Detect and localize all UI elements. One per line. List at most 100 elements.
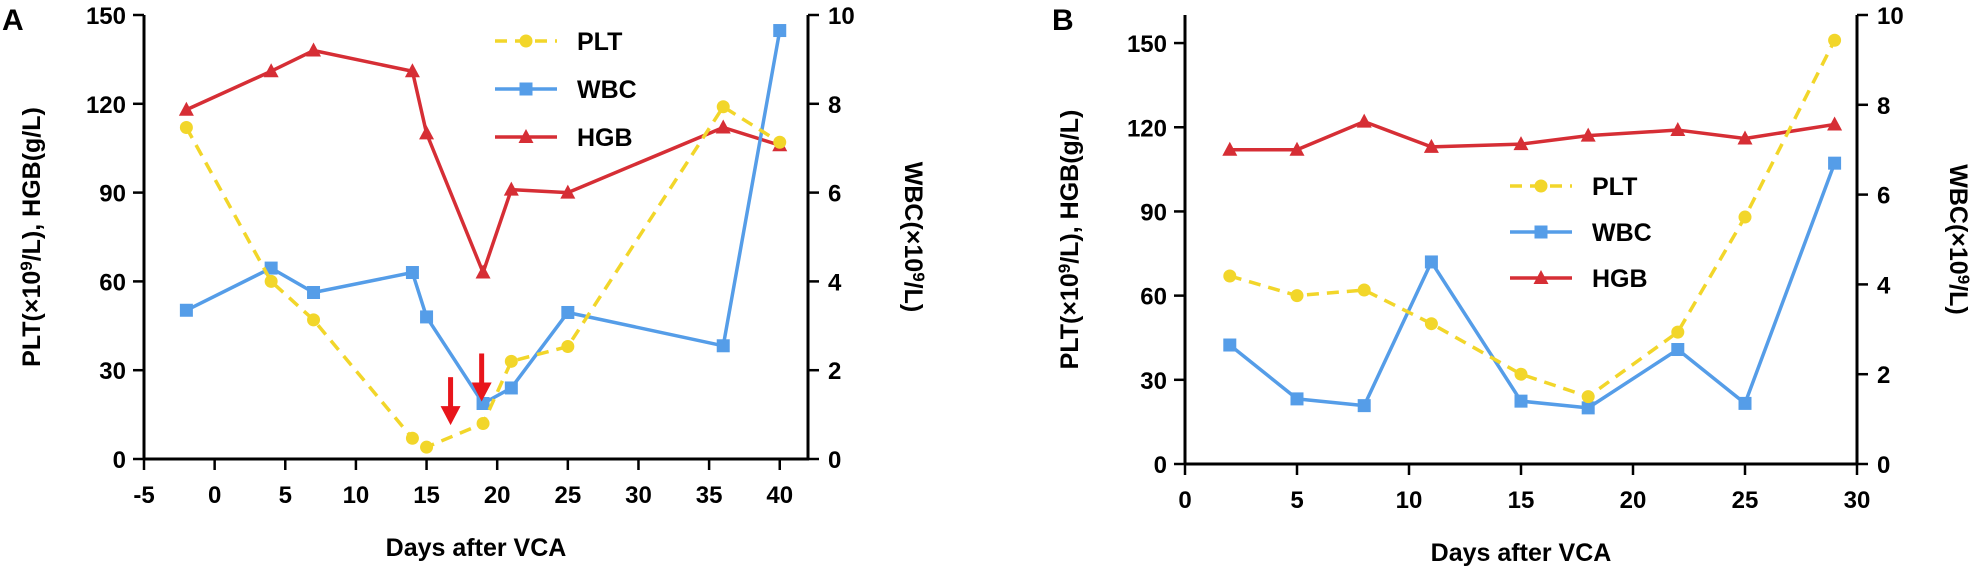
plt-series	[1223, 33, 1842, 404]
x-tick-label: 20	[1620, 487, 1647, 514]
wbc-point	[1581, 401, 1595, 415]
left-y-tick-label: 30	[1140, 368, 1167, 395]
plt-point	[1290, 289, 1304, 303]
right-y-tick-label: 6	[1877, 183, 1890, 210]
legend: PLT WBC HGB	[495, 28, 637, 152]
x-tick-label: 25	[1732, 487, 1759, 514]
hgb-series	[1222, 113, 1843, 156]
x-axis-title: Days after VCA	[386, 534, 567, 562]
x-tick-label: 30	[625, 482, 652, 509]
plt-line	[184, 105, 781, 449]
wbc-point	[307, 286, 321, 299]
x-tick-label: 40	[766, 482, 793, 509]
hgb-point	[1356, 113, 1372, 128]
wbc-point	[561, 305, 575, 319]
wbc-point	[1738, 396, 1752, 410]
plt-point	[773, 135, 787, 149]
right-y-tick-label: 10	[1877, 3, 1904, 30]
left-y-tick-label: 120	[1127, 115, 1167, 142]
right-y-tick-label: 0	[828, 447, 841, 474]
axes: -5 0 5 10 15 20 25 30 35 40 0 30 60 90 120 150 0 2 4 6 8 10	[86, 3, 855, 509]
panel-a: A -5 0 5 10 15 20 25 30 35 40 0 30 60 90 120 150 0 2 4 6 8 10 D…	[2, 3, 928, 562]
plt-point	[561, 340, 575, 354]
legend-label: PLT	[577, 28, 622, 56]
x-tick-label: 15	[1508, 487, 1535, 514]
x-tick-label: 5	[279, 482, 292, 509]
left-y-tick-label: 60	[99, 269, 126, 296]
left-y-tick-label: 90	[1140, 199, 1167, 226]
legend-label: WBC	[577, 76, 637, 104]
right-y-axis-title: WBC(×109/L)	[1944, 164, 1973, 314]
hgb-point	[263, 63, 279, 78]
plt-point	[476, 416, 490, 430]
red-arrow-head	[471, 382, 492, 402]
left-y-axis-title: PLT(×109/L), HGB(g/L)	[17, 107, 46, 367]
hgb-point	[503, 181, 519, 196]
hgb-point	[404, 63, 420, 78]
plt-point	[1357, 283, 1371, 297]
right-y-tick-label: 8	[828, 92, 841, 119]
wbc-point	[716, 339, 730, 353]
legend-label: HGB	[577, 124, 633, 152]
legend-swatch-marker	[519, 34, 533, 48]
plt-point	[1738, 210, 1752, 224]
plt-point	[716, 100, 730, 114]
x-tick-label: 20	[484, 482, 511, 509]
plt-point	[1514, 367, 1528, 381]
legend-swatch-marker	[1534, 179, 1548, 193]
x-tick-label: -5	[133, 482, 154, 509]
wbc-point	[420, 310, 434, 324]
x-tick-label: 35	[696, 482, 723, 509]
red-arrow	[471, 353, 492, 402]
left-y-tick-label: 30	[99, 358, 126, 385]
wbc-point	[1671, 343, 1685, 357]
legend: PLT WBC HGB	[1510, 173, 1652, 293]
plt-point	[405, 431, 419, 445]
legend-label: HGB	[1592, 265, 1648, 293]
hgb-line	[185, 48, 781, 275]
hgb-point	[419, 125, 435, 140]
plt-point	[420, 440, 434, 454]
plt-point	[1581, 390, 1595, 404]
left-y-tick-label: 0	[1154, 452, 1167, 479]
x-tick-label: 0	[1178, 487, 1191, 514]
left-y-tick-label: 90	[99, 181, 126, 208]
left-y-axis-title: PLT(×109/L), HGB(g/L)	[1055, 110, 1084, 370]
right-y-tick-label: 10	[828, 3, 855, 30]
x-axis-title: Days after VCA	[1431, 539, 1612, 567]
x-tick-label: 0	[208, 482, 221, 509]
right-y-tick-label: 4	[828, 269, 842, 296]
legend-label: PLT	[1592, 173, 1637, 201]
left-y-tick-label: 120	[86, 92, 126, 119]
left-y-tick-label: 60	[1140, 284, 1167, 311]
x-tick-label: 10	[343, 482, 370, 509]
hgb-point	[1670, 122, 1686, 137]
hgb-point	[475, 264, 491, 279]
plt-point	[1424, 317, 1438, 331]
legend-swatch-marker	[519, 82, 533, 96]
hgb-point	[1513, 136, 1529, 151]
hgb-point	[1737, 130, 1753, 145]
red-arrow	[440, 377, 461, 426]
wbc-point	[1223, 338, 1237, 352]
legend-item-plt: PLT	[1510, 173, 1637, 201]
wbc-point	[1828, 156, 1842, 170]
left-y-tick-label: 0	[113, 447, 126, 474]
hgb-point	[1827, 116, 1843, 131]
wbc-series	[1223, 156, 1842, 415]
legend-item-plt: PLT	[495, 28, 622, 56]
wbc-point	[1424, 255, 1438, 269]
hgb-point	[1289, 141, 1305, 156]
wbc-point	[264, 261, 278, 275]
wbc-point	[1514, 394, 1528, 408]
hgb-point	[306, 42, 322, 57]
wbc-point	[1357, 399, 1371, 413]
legend-item-hgb: HGB	[1510, 265, 1648, 293]
wbc-point	[504, 381, 518, 395]
wbc-point	[773, 24, 787, 38]
plt-point	[504, 354, 518, 368]
right-y-tick-label: 2	[828, 358, 841, 385]
plt-line	[1229, 39, 1837, 399]
